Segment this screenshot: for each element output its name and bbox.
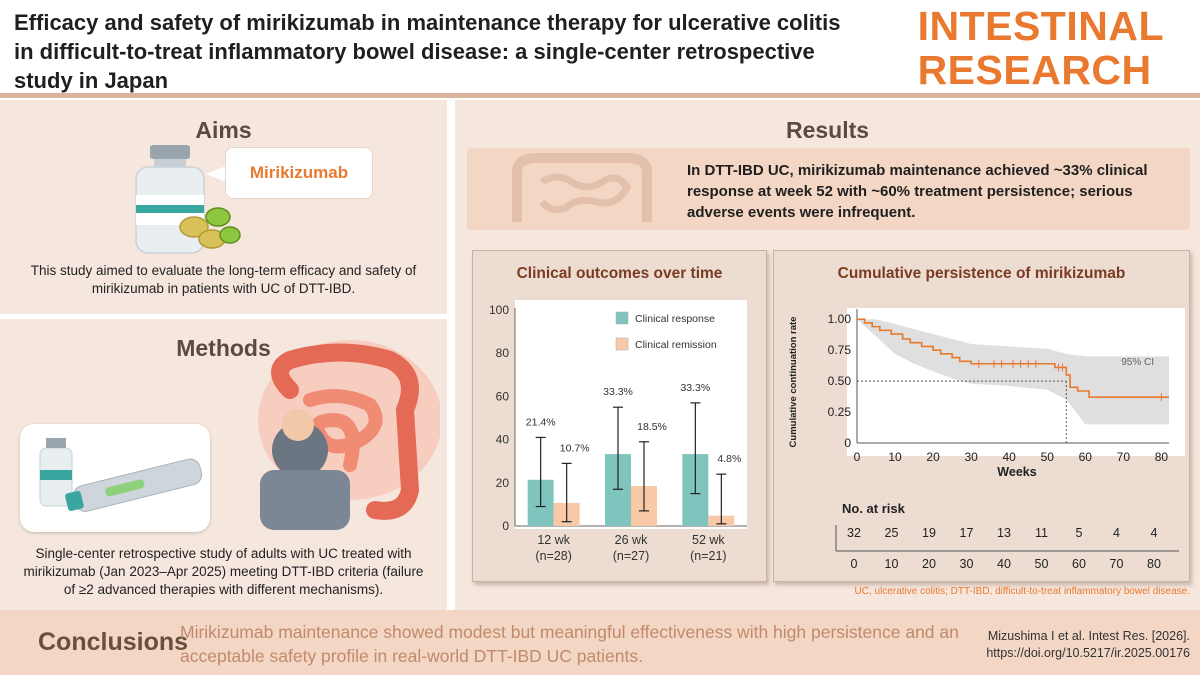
- y-tick-label: 0.50: [828, 374, 852, 388]
- citation-doi-link[interactable]: https://doi.org/10.5217/ir.2025.00176: [986, 646, 1190, 660]
- vial-icon: [135, 145, 241, 254]
- results-heading: Results: [785, 117, 870, 143]
- clinical-outcomes-chart: 0 20 40 60 80 100 21.4% 10.7% 12 wk (n=28) 33.3% 18…: [489, 303, 747, 563]
- x-tick-label: 26 wk: [615, 533, 648, 547]
- risk-week-label: 60: [1072, 557, 1086, 571]
- y-tick-label: 0.75: [828, 343, 852, 357]
- risk-count: 17: [960, 526, 974, 540]
- y-axis-title: Cumulative continuation rate: [788, 317, 799, 448]
- x-tick-label: 12 wk: [537, 533, 570, 547]
- x-tick-label: (n=21): [690, 549, 726, 563]
- journal-logo: INTESTINAL RESEARCH: [918, 4, 1164, 92]
- aims-text: This study aimed to evaluate the long-te…: [30, 263, 417, 296]
- journal-logo-line1: INTESTINAL: [917, 3, 1164, 49]
- data-label: 4.8%: [717, 453, 741, 465]
- conclusions-heading: Conclusions: [38, 628, 189, 656]
- data-label: 10.7%: [560, 442, 590, 454]
- x-tick-label: (n=28): [535, 549, 571, 563]
- key-finding-text: In DTT-IBD UC, mirikizumab maintenance a…: [687, 162, 1148, 221]
- y-tick-label: 0.25: [828, 405, 852, 419]
- x-tick-label: 60: [1079, 450, 1093, 464]
- risk-week-label: 10: [885, 557, 899, 571]
- y-tick-label: 80: [496, 346, 510, 360]
- conclusions-text: Mirikizumab maintenance showed modest bu…: [180, 622, 959, 666]
- drug-label-bubble: Mirikizumab: [225, 147, 373, 199]
- x-tick-label: 40: [1003, 450, 1017, 464]
- x-tick-label: 50: [1041, 450, 1055, 464]
- risk-week-label: 50: [1035, 557, 1049, 571]
- risk-count: 19: [922, 526, 936, 540]
- risk-week-label: 0: [851, 557, 858, 571]
- y-tick-label: 0: [502, 519, 509, 533]
- risk-count: 13: [997, 526, 1011, 540]
- x-tick-label: 0: [854, 450, 861, 464]
- risk-count: 25: [885, 526, 899, 540]
- data-label: 18.5%: [637, 421, 667, 433]
- right-column: Results In DTT-IBD UC, mirikizumab maint…: [455, 100, 1200, 610]
- risk-count: 5: [1076, 526, 1083, 540]
- autoinjector-pen-icon: [39, 438, 203, 512]
- methods-heading: Methods: [176, 335, 271, 361]
- x-tick-label: 20: [926, 450, 940, 464]
- legend-swatch: [615, 337, 629, 351]
- y-tick-label: 1.00: [828, 312, 852, 326]
- legend-label: Clinical response: [635, 313, 715, 325]
- left-column: Aims Mirikizumab This study aimed to eva…: [0, 100, 447, 610]
- risk-week-label: 80: [1147, 557, 1161, 571]
- x-tick-label: (n=27): [613, 549, 649, 563]
- survival-curve: [857, 318, 1169, 398]
- risk-week-label: 70: [1110, 557, 1124, 571]
- x-tick-label: 30: [964, 450, 978, 464]
- section-divider: [0, 314, 447, 319]
- risk-count: 11: [1035, 526, 1048, 540]
- risk-count: 32: [847, 526, 861, 540]
- clinical-outcomes-title: Clinical outcomes over time: [516, 265, 723, 282]
- aims-heading: Aims: [195, 117, 252, 143]
- y-tick-label: 60: [496, 389, 510, 403]
- data-label: 33.3%: [680, 382, 710, 394]
- data-label: 21.4%: [526, 416, 556, 428]
- risk-count: 4: [1151, 526, 1158, 540]
- confidence-band: [857, 319, 1169, 425]
- methods-text: Single-center retrospective study of adu…: [23, 546, 424, 597]
- risk-week-label: 30: [960, 557, 974, 571]
- x-tick-label: 10: [888, 450, 902, 464]
- y-tick-label: 20: [496, 476, 510, 490]
- key-finding-box: In DTT-IBD UC, mirikizumab maintenance a…: [467, 148, 1190, 230]
- x-tick-label: 80: [1155, 450, 1169, 464]
- risk-week-label: 20: [922, 557, 936, 571]
- y-tick-label: 40: [496, 433, 510, 447]
- x-axis-title: Weeks: [997, 465, 1036, 479]
- journal-logo-line2: RESEARCH: [917, 47, 1152, 93]
- abbreviation-footnote: UC, ulcerative colitis; DTT-IBD, difficu…: [854, 586, 1190, 597]
- risk-table-heading: No. at risk: [842, 501, 906, 516]
- risk-week-label: 40: [997, 557, 1011, 571]
- persistence-chart: 00.250.500.751.000 10 20 30 40 50 60 70 80WeeksC…: [788, 309, 1179, 571]
- legend-label: Clinical remission: [635, 339, 717, 351]
- pen-injector-card: [20, 424, 210, 532]
- page-title: Efficacy and safety of mirikizumab in ma…: [14, 10, 841, 93]
- y-tick-label: 0: [844, 436, 851, 450]
- data-label: 33.3%: [603, 386, 633, 398]
- citation-reference: Mizushima I et al. Intest Res. [2026].: [987, 629, 1190, 643]
- legend-swatch: [615, 311, 629, 325]
- speech-bubble-tail: [206, 166, 226, 182]
- intestine-outline-icon: [512, 153, 652, 222]
- y-tick-label: 100: [489, 303, 509, 317]
- conclusions-bar: Conclusions Mirikizumab maintenance show…: [0, 610, 1200, 675]
- x-tick-label: 70: [1117, 450, 1131, 464]
- citation: Mizushima I et al. Intest Res. [2026]. h…: [986, 628, 1190, 662]
- header: Efficacy and safety of mirikizumab in ma…: [0, 0, 1200, 100]
- ci-label: 95% CI: [1121, 357, 1154, 368]
- intestine-illustration-icon: [258, 340, 440, 530]
- risk-count: 4: [1113, 526, 1120, 540]
- persistence-title: Cumulative persistence of mirikizumab: [837, 265, 1126, 282]
- x-tick-label: 52 wk: [692, 533, 725, 547]
- header-divider: [0, 93, 1200, 98]
- clinical-outcomes-panel: Clinical outcomes over time 0 20 40 60 80 100…: [472, 250, 767, 582]
